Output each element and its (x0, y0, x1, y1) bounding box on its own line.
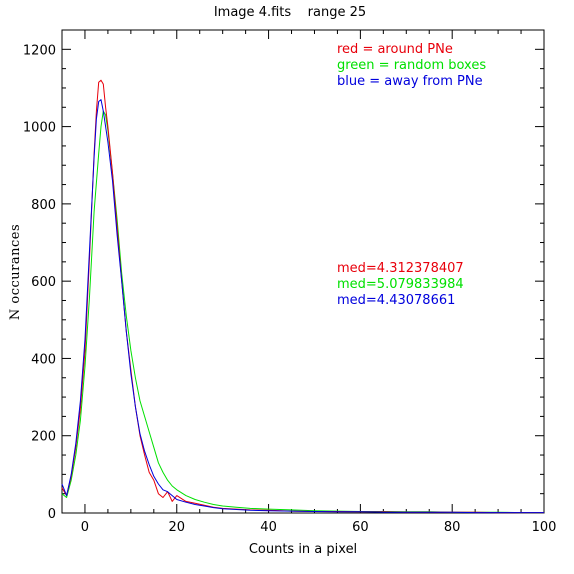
legend-entry: green = random boxes (337, 58, 486, 73)
x-tick-label: 60 (352, 520, 369, 535)
x-tick-label: 20 (168, 520, 185, 535)
median-label: med=4.312378407 (337, 261, 464, 276)
median-label: med=5.079833984 (337, 277, 464, 292)
y-tick-label: 400 (31, 352, 56, 367)
x-tick-label: 100 (532, 520, 557, 535)
x-tick-label: 0 (81, 520, 89, 535)
x-axis-label: Counts in a pixel (249, 542, 357, 557)
legend-entry: blue = away from PNe (337, 74, 483, 89)
y-tick-label: 1200 (23, 43, 56, 58)
median-annotations: med=4.312378407med=5.079833984med=4.4307… (337, 261, 464, 308)
y-tick-label: 0 (48, 507, 56, 522)
legend-entry: red = around PNe (337, 42, 453, 57)
series-green-line (61, 110, 544, 514)
y-tick-label: 600 (31, 275, 56, 290)
y-tick-label: 200 (31, 430, 56, 445)
series-red-line (61, 79, 544, 514)
x-tick-label: 80 (444, 520, 461, 535)
y-axis-label: N occurances (8, 224, 23, 320)
chart-title: Image 4.fits range 25 (214, 5, 366, 20)
plot-frame (61, 29, 545, 514)
median-label: med=4.43078661 (337, 293, 455, 308)
x-tick-label: 40 (260, 520, 277, 535)
y-tick-label: 800 (31, 198, 56, 213)
series-layer (61, 79, 544, 514)
y-tick-label: 1000 (23, 121, 56, 136)
series-blue-line (61, 99, 544, 514)
